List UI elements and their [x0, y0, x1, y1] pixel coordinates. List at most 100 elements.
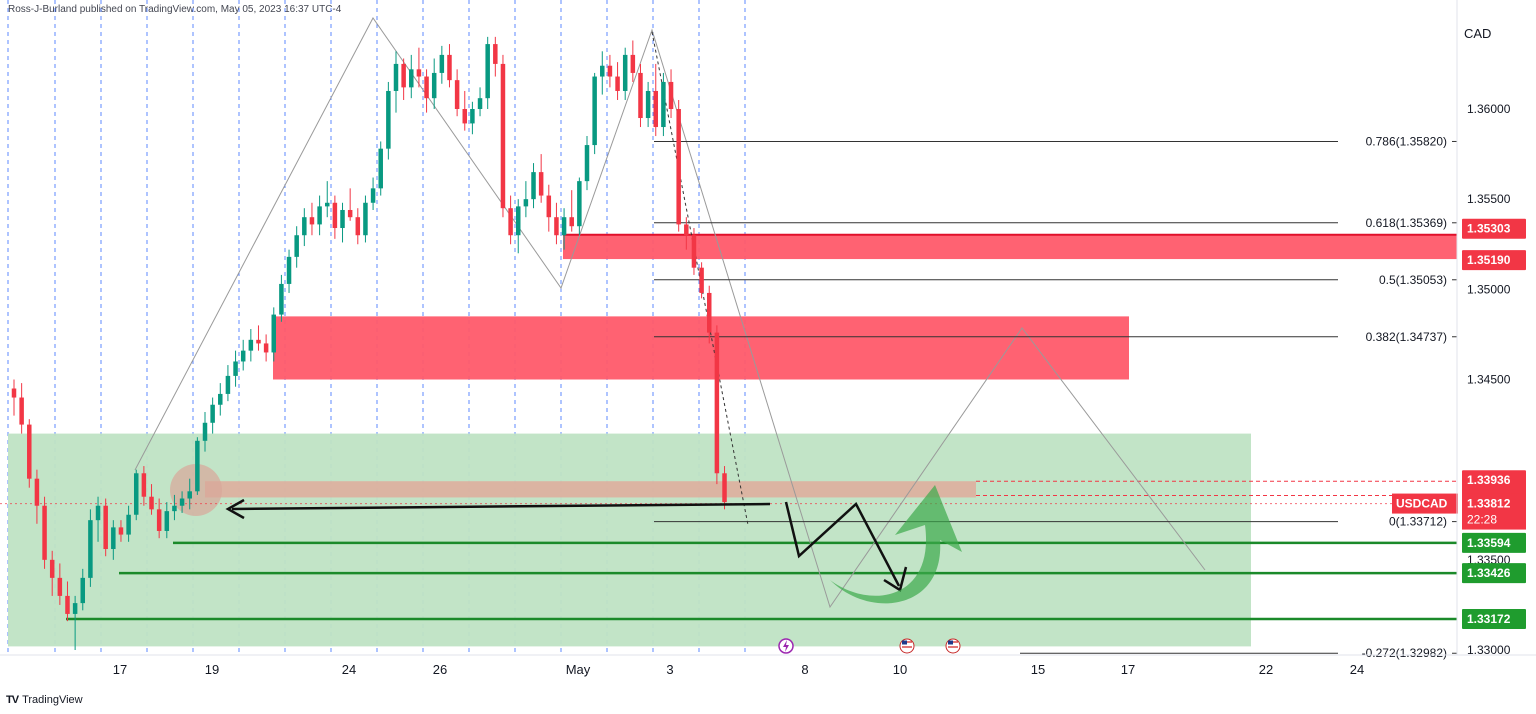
candle-body [225, 375, 231, 394]
badge-text: 1.35303 [1467, 222, 1511, 236]
candle-body [615, 76, 620, 91]
candle-body [80, 577, 86, 604]
price-tick-label: 1.34500 [1467, 373, 1511, 387]
retest-arrow-line [231, 502, 771, 511]
zones-layer [0, 233, 1457, 647]
candle [271, 307, 277, 362]
candle-body [546, 195, 552, 218]
candle [42, 496, 47, 569]
projection-zigzag [784, 501, 901, 587]
candle [378, 141, 383, 196]
candle-body [118, 527, 124, 535]
candle [11, 379, 17, 416]
candle [233, 350, 238, 387]
candle-body [630, 54, 636, 73]
price-tick-label: 1.33000 [1467, 643, 1511, 657]
candle [347, 188, 353, 221]
candle [363, 195, 368, 243]
candle-body [263, 343, 269, 353]
candle-body [638, 72, 643, 119]
last-price-badge: USDCAD 1.33812 22:28 [1392, 493, 1526, 530]
candle-body [470, 109, 475, 124]
candle [256, 325, 261, 351]
candle-body [661, 81, 666, 128]
candle-body [195, 440, 200, 492]
candle [569, 190, 574, 232]
candle [554, 202, 559, 245]
candle [286, 249, 292, 293]
time-tick-label: 10 [893, 662, 907, 677]
candle-body [233, 361, 238, 376]
candle-body [164, 511, 170, 531]
candle-body [493, 44, 498, 64]
candle [393, 51, 399, 113]
candle-body [133, 473, 139, 515]
candle [164, 502, 170, 539]
badge-text: 1.33172 [1467, 612, 1511, 626]
candle-body [386, 90, 391, 149]
badge-text: 1.33426 [1467, 566, 1511, 580]
lightning-event-icon [778, 638, 794, 654]
candle-body [309, 217, 315, 225]
price-level-badge: 1.35190 [1462, 250, 1526, 271]
us-flag-icon [945, 638, 961, 654]
fib-level-label: 0.786(1.35820) [1366, 134, 1447, 148]
currency-label: CAD [1464, 26, 1492, 41]
candle [279, 274, 284, 322]
candle [477, 87, 483, 117]
candle-body [19, 397, 24, 425]
time-tick-label: 26 [433, 662, 447, 677]
candle-body [454, 80, 460, 109]
candle [523, 181, 529, 218]
candle-body [622, 54, 628, 91]
projection-arrow-head [883, 566, 908, 592]
candle [462, 90, 468, 131]
fib-level-label: 0.5(1.35053) [1379, 273, 1447, 287]
candle [447, 44, 452, 88]
candle-body [57, 577, 63, 596]
candle [668, 69, 674, 119]
candle [202, 411, 208, 452]
candle-body [378, 148, 383, 189]
candle [248, 329, 254, 362]
candle-body [554, 217, 559, 236]
brand-name: TradingView [22, 694, 83, 706]
candle-body [706, 292, 712, 333]
candle-body [42, 505, 47, 560]
candle [294, 226, 299, 268]
candle-body [302, 217, 307, 236]
fibonacci-retracement[interactable]: 0.786(1.35820) 0.618(1.35369) 0.5(1.35053)… [654, 134, 1457, 660]
badge-text: 1.35190 [1467, 253, 1511, 267]
candle [424, 69, 429, 113]
candle [187, 478, 192, 510]
candle [65, 581, 70, 622]
candle [592, 72, 597, 155]
time-tick-label: 24 [342, 662, 356, 677]
candle-body [286, 256, 292, 284]
price-axis[interactable]: 1.360001.355001.350001.345001.335001.330… [1392, 0, 1526, 657]
badge-bg [1462, 470, 1526, 491]
candle [340, 202, 345, 243]
candle [302, 208, 307, 247]
fib-level-label: 0(1.33712) [1389, 515, 1447, 529]
us-flag-icon [899, 638, 915, 654]
time-tick-label: 17 [113, 662, 127, 677]
candle [515, 199, 521, 254]
time-axis[interactable]: 17 19 24 26 May 3 8 10 15 17 22 24 [0, 654, 1536, 677]
candle [485, 36, 490, 109]
candle [324, 181, 330, 218]
candle-body [592, 76, 597, 146]
price-level-badge: 1.33426 [1462, 563, 1526, 584]
tradingview-brand[interactable]: TV TradingView [6, 694, 83, 706]
candle-body [645, 90, 651, 119]
time-tick-label: May [566, 662, 591, 677]
candle-body [722, 473, 727, 503]
candle [684, 217, 689, 250]
candle-body [332, 202, 338, 229]
candle-body [515, 206, 521, 236]
candle [370, 177, 376, 210]
candle [57, 563, 63, 605]
candle [141, 466, 147, 506]
candle [638, 63, 643, 128]
